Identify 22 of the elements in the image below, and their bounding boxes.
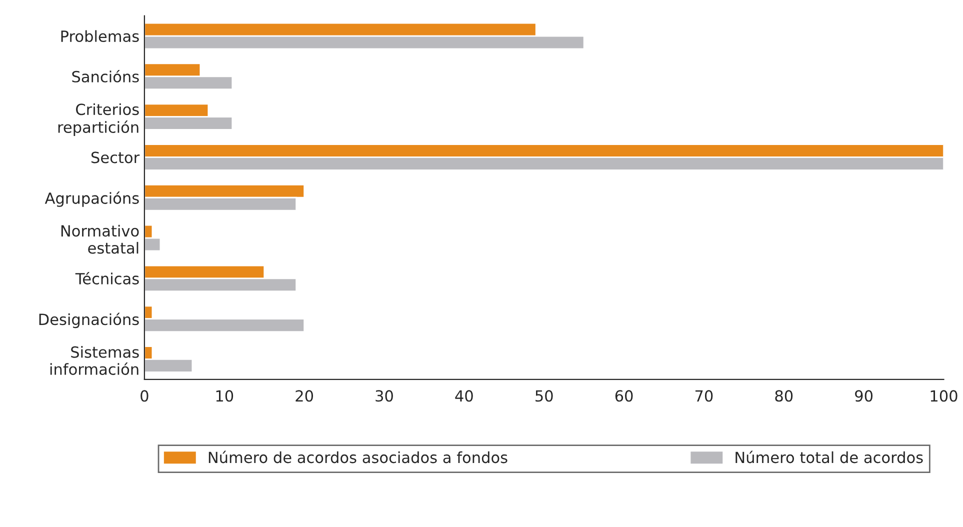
y-tick-label: Criterios repartición [58, 103, 139, 136]
y-tick-label: Sancións [72, 70, 139, 82]
x-tick-label: 90 [855, 390, 873, 402]
legend-label: Número de acordos asociados a fondos [208, 450, 508, 464]
x-tick-label: 40 [455, 390, 473, 402]
y-tick-label: Técnicas [75, 272, 139, 284]
legend-label: Número total de acordos [736, 450, 923, 464]
y-tick-label: Sistemas información [50, 346, 139, 375]
y-tick-label: Sector [91, 152, 140, 164]
x-tick-label: 0 [140, 390, 148, 402]
y-tick-label: Normativo estatal [61, 224, 139, 254]
y-tick-label: Agrupacións [44, 192, 139, 207]
x-tick-label: 100 [930, 390, 958, 402]
x-tick-label: 50 [536, 390, 553, 402]
x-tick-label: 80 [775, 390, 793, 402]
y-tick-label: Problemas [61, 30, 139, 42]
x-tick-label: 10 [216, 390, 234, 402]
x-tick-label: 70 [695, 390, 713, 402]
y-tick-label: Designacións [39, 312, 139, 328]
x-tick-label: 30 [376, 390, 393, 402]
x-tick-label: 60 [615, 390, 633, 402]
x-tick-label: 20 [296, 390, 314, 402]
